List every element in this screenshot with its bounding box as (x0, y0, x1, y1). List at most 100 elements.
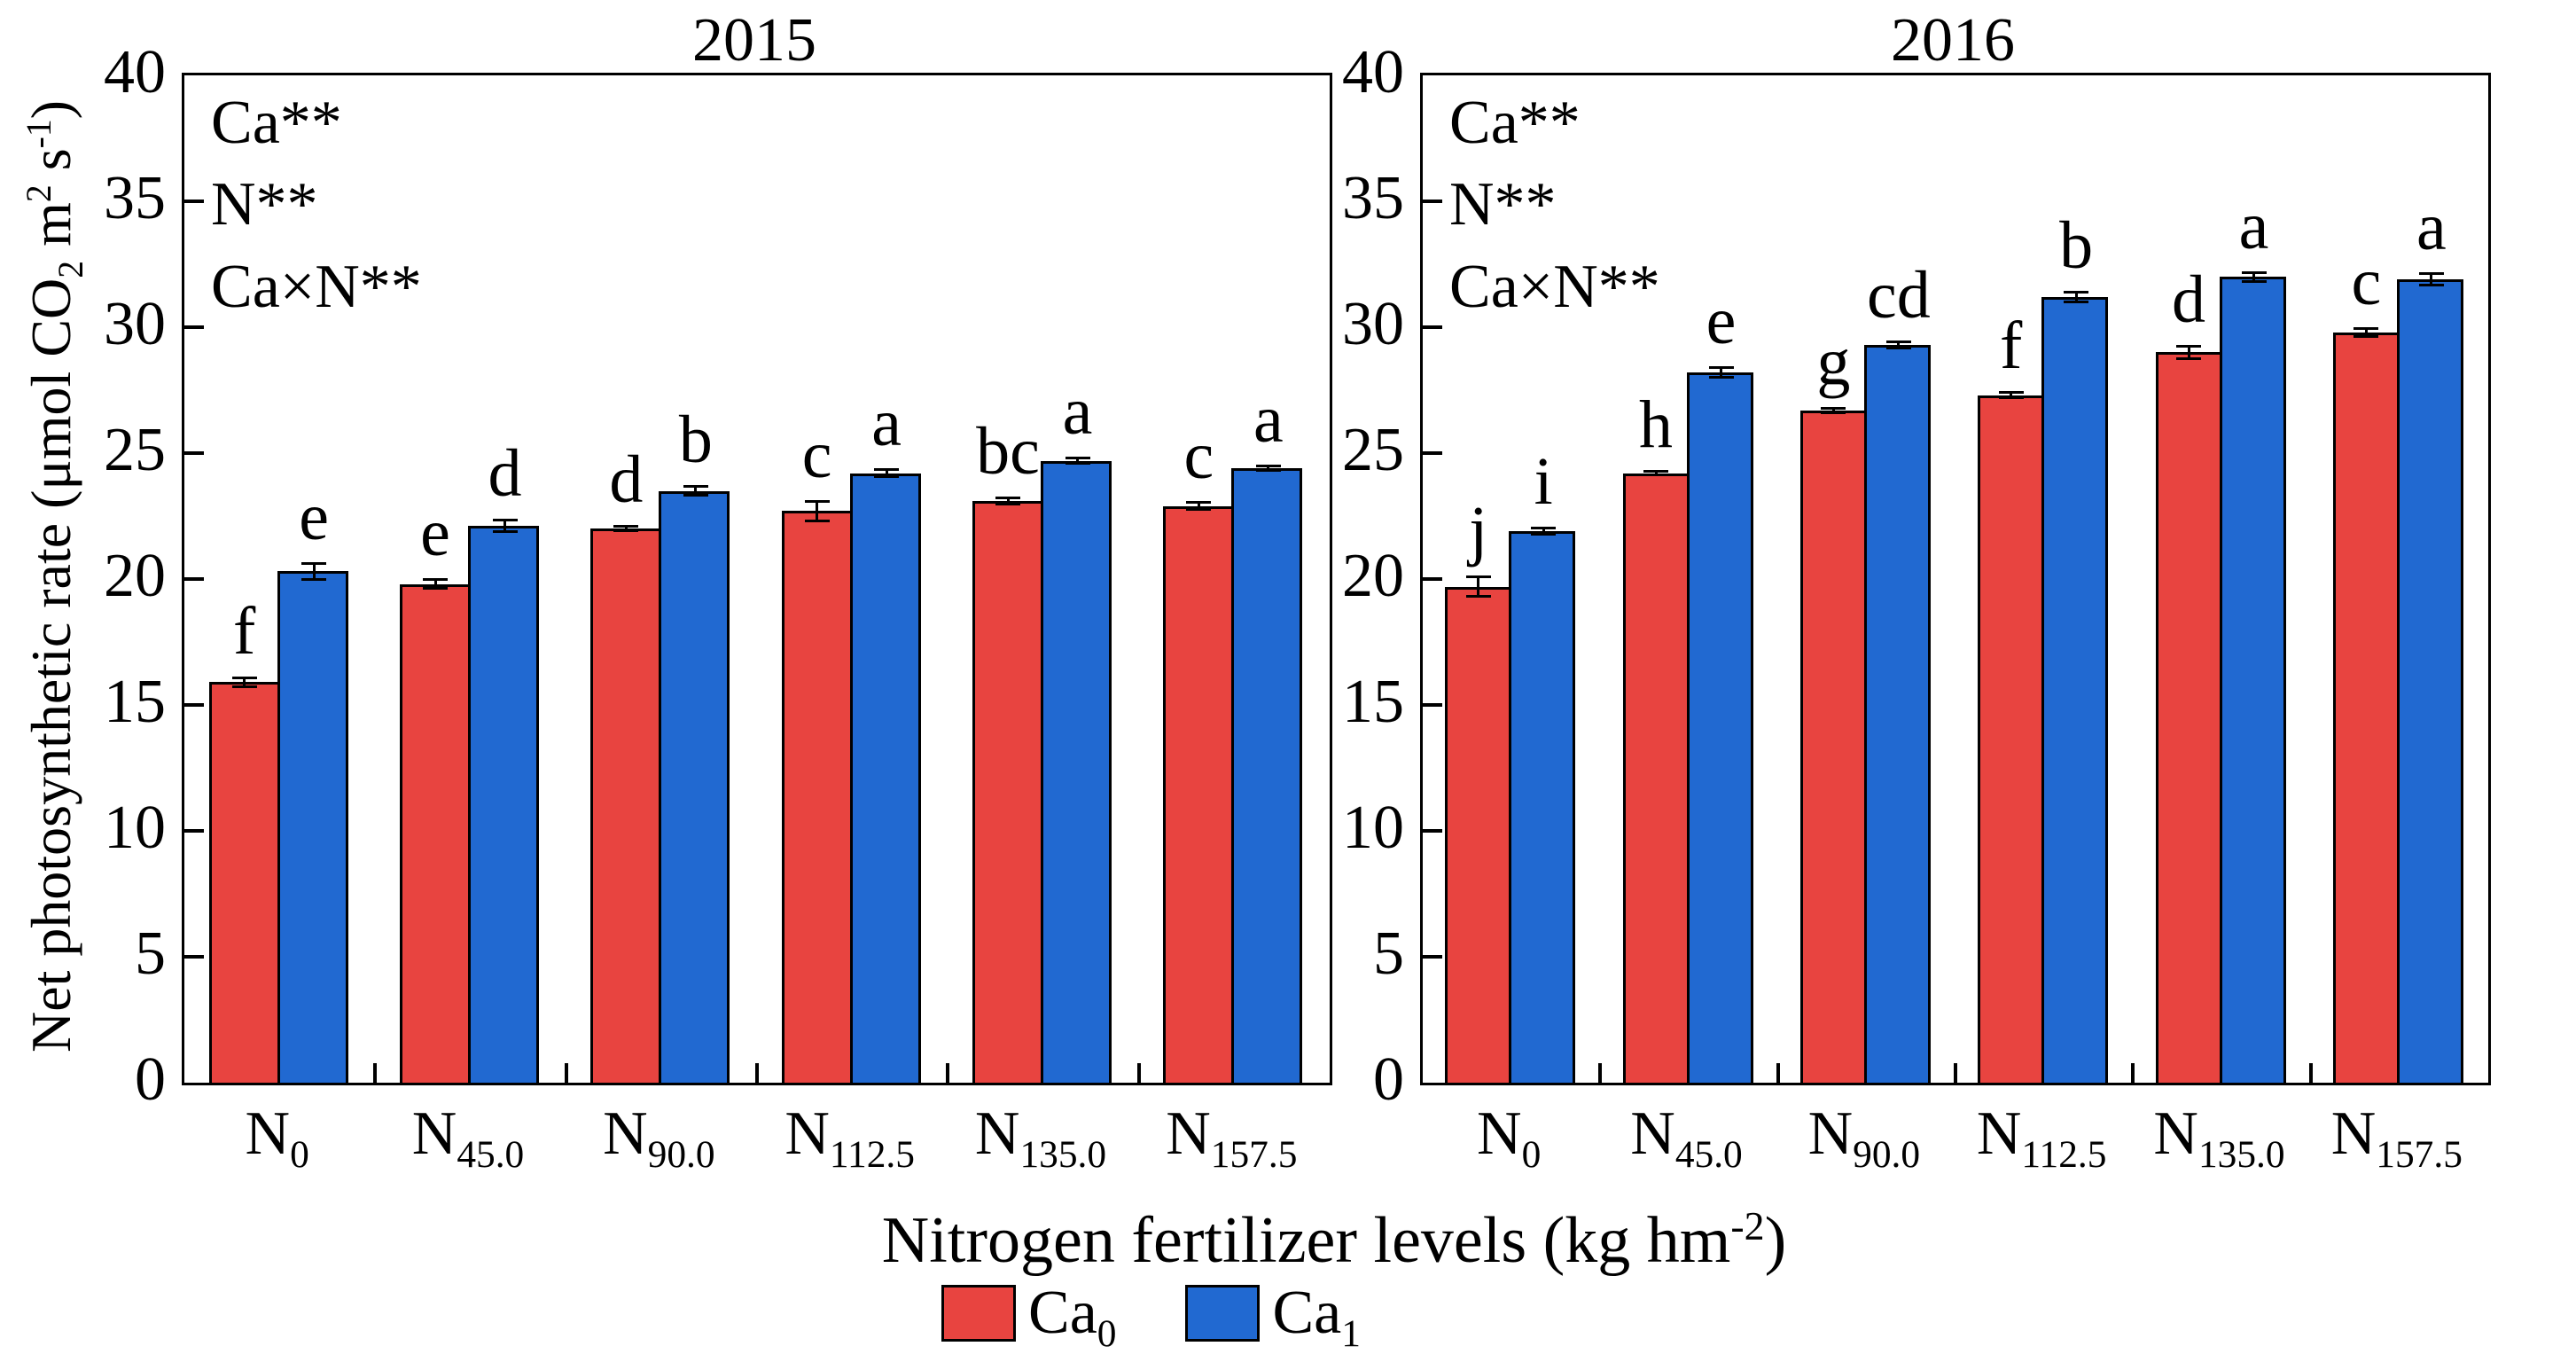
error-bar-cap (1531, 526, 1557, 529)
significance-letter: f (233, 593, 256, 669)
error-bar (2074, 292, 2078, 302)
error-bar-cap (2064, 291, 2089, 294)
error-bar (2187, 346, 2190, 359)
error-bar (503, 520, 506, 533)
x-title-sup: -2 (1730, 1202, 1765, 1248)
error-bar (694, 485, 698, 497)
y-tick-label: 30 (1342, 290, 1404, 358)
error-bar-cap (423, 587, 448, 591)
bar-ca1-group4 (2219, 277, 2286, 1083)
significance-letter: a (2238, 188, 2269, 263)
y-tick-label: 10 (1342, 794, 1404, 862)
significance-letter: d (488, 436, 522, 512)
error-bar-cap (1708, 375, 1734, 379)
x-category-label: N112.5 (1976, 1100, 2107, 1177)
significance-letter: c (2351, 244, 2382, 319)
y-tick-mark (1423, 325, 1442, 329)
x-axis-title: Nitrogen fertilizer levels (kg hm-2) (881, 1202, 1787, 1277)
error-bar-cap (2241, 279, 2267, 283)
legend-label-ca0: Ca0 (1028, 1279, 1117, 1356)
error-bar (885, 469, 888, 477)
y-tick-label: 20 (1342, 542, 1404, 610)
error-bar-cap (2176, 356, 2201, 360)
error-bar (1897, 340, 1901, 349)
error-bar (433, 579, 437, 590)
error-bar-cap (2176, 345, 2201, 348)
x-category-label: N45.0 (1630, 1100, 1743, 1177)
significance-letter: b (678, 402, 713, 477)
y-tick-label: 20 (104, 542, 166, 610)
error-bar-cap (804, 499, 830, 503)
error-bar-cap (2064, 300, 2089, 303)
y-tick-mark (1423, 955, 1442, 959)
significance-letter: i (1534, 443, 1553, 519)
annotation-n: N** (211, 170, 318, 239)
error-bar (1720, 367, 1722, 378)
error-bar-cap (2354, 326, 2379, 330)
error-bar (1542, 527, 1545, 536)
error-bar-cap (874, 474, 900, 478)
error-bar (1831, 407, 1835, 413)
y-tick-label: 10 (104, 794, 166, 862)
bar-ca0-group1 (400, 583, 471, 1083)
y-tick-mark (1423, 703, 1442, 707)
error-bar-cap (1065, 457, 1090, 460)
bar-ca0-group2 (1799, 410, 1867, 1083)
error-bar (2430, 272, 2433, 286)
bar-ca0-group5 (2332, 332, 2400, 1083)
bar-ca0-group2 (590, 528, 662, 1083)
significance-letter: b (2059, 208, 2094, 284)
y-tick-mark (1423, 451, 1442, 455)
significance-letter: d (609, 442, 644, 518)
error-bar (2252, 271, 2255, 282)
error-bar (624, 526, 628, 532)
x-category-label: N135.0 (974, 1100, 1107, 1177)
annotation-ca-x-n: Ca×N** (1449, 252, 1660, 321)
y-tick-mark (184, 955, 204, 959)
error-bar-cap (2354, 334, 2379, 338)
error-bar-cap (2241, 270, 2267, 274)
error-bar-cap (874, 468, 900, 472)
error-bar (1197, 502, 1200, 510)
error-bar-cap (231, 676, 257, 679)
error-bar-cap (613, 529, 639, 533)
error-bar (816, 500, 819, 521)
error-bar-cap (423, 578, 448, 581)
significance-letter: d (2172, 262, 2205, 338)
error-bar (1654, 471, 1658, 475)
x-tick-mark (373, 1063, 378, 1083)
error-bar-cap (1998, 391, 2024, 395)
bar-ca0-group0 (1445, 586, 1512, 1083)
y-tick-mark (184, 325, 204, 329)
bar-ca0-group5 (1163, 505, 1235, 1083)
x-tick-mark (1136, 1063, 1141, 1083)
x-tick-mark (946, 1063, 950, 1083)
bar-ca1-group0 (277, 571, 348, 1083)
bar-ca1-group0 (1509, 531, 1576, 1083)
error-bar (2364, 327, 2368, 337)
significance-letter: g (1816, 324, 1851, 399)
y-tick-mark (184, 451, 204, 455)
annotation-n: N** (1449, 170, 1557, 239)
error-bar-cap (1643, 470, 1668, 474)
error-bar (2010, 392, 2013, 399)
bar-ca1-group3 (849, 473, 921, 1083)
x-category-label: N157.5 (1166, 1100, 1298, 1177)
y-tick-mark (184, 703, 204, 707)
significance-letter: e (420, 496, 450, 570)
x-category-label: N0 (245, 1100, 309, 1177)
significance-letter: a (1253, 381, 1284, 457)
y-tick-label: 15 (104, 668, 166, 736)
x-category-label: N45.0 (411, 1100, 525, 1177)
chart-title-2015: 2015 (692, 6, 816, 74)
error-bar-cap (492, 530, 518, 534)
y-tick-label: 0 (1373, 1045, 1404, 1114)
error-bar (1267, 465, 1270, 472)
error-bar (243, 677, 246, 688)
x-category-label: N90.0 (1807, 1100, 1921, 1177)
y-tick-label: 25 (1342, 416, 1404, 484)
error-bar-cap (804, 519, 830, 522)
significance-letter: h (1639, 387, 1673, 463)
